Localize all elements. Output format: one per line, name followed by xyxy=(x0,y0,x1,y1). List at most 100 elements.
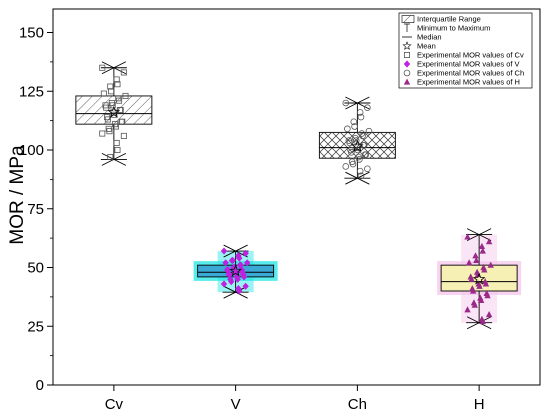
data-point xyxy=(228,278,235,286)
data-point xyxy=(237,261,245,269)
points-v xyxy=(220,247,251,295)
legend-symbol xyxy=(403,52,410,59)
y-tick-label: 50 xyxy=(27,260,44,277)
data-point xyxy=(100,90,107,97)
data-point xyxy=(108,88,115,95)
legend-entry: Mean xyxy=(402,41,436,51)
data-point xyxy=(364,165,371,173)
box-group-v xyxy=(193,244,278,299)
data-point xyxy=(234,275,241,283)
min-marker xyxy=(223,285,248,299)
data-point xyxy=(484,292,491,299)
box-group-cv xyxy=(75,61,153,166)
data-point xyxy=(114,81,121,88)
legend-symbol xyxy=(403,60,411,68)
legend-entry: Median xyxy=(402,33,442,42)
data-point xyxy=(485,311,493,318)
data-point xyxy=(116,97,123,104)
x-tick-label: H xyxy=(474,396,485,413)
y-tick-label: 100 xyxy=(19,142,44,159)
data-point xyxy=(104,116,111,123)
data-point xyxy=(469,287,477,294)
x-tick-label: Ch xyxy=(348,396,367,413)
data-point xyxy=(99,64,106,71)
legend-entry: Experimental MOR values of V xyxy=(403,60,520,69)
legend-entry: Experimental MOR values of H xyxy=(403,78,520,87)
data-point xyxy=(357,113,365,121)
legend-symbol xyxy=(403,78,411,85)
x-tick-label: Cv xyxy=(105,396,124,413)
data-point xyxy=(356,109,364,116)
axes: 0 25 50 75 100 125 150 Cv V Ch H xyxy=(19,8,541,413)
max-marker xyxy=(345,96,370,110)
data-point xyxy=(242,249,249,257)
data-point xyxy=(476,282,483,289)
legend-label: Experimental MOR values of V xyxy=(417,60,520,69)
min-marker xyxy=(466,316,492,330)
data-point xyxy=(107,154,114,161)
data-point xyxy=(357,172,365,180)
legend-entry: Experimental MOR values of Cv xyxy=(403,51,524,60)
legend-entry: Experimental MOR values of Ch xyxy=(403,69,524,78)
data-point xyxy=(360,142,368,149)
box-group-ch xyxy=(318,96,396,185)
data-point xyxy=(106,128,113,135)
legend-label: Mean xyxy=(417,42,436,51)
y-tick-label: 0 xyxy=(36,377,44,394)
legend-symbol xyxy=(403,69,411,77)
data-point xyxy=(120,69,127,76)
data-point xyxy=(472,252,479,259)
data-point xyxy=(356,156,363,163)
data-point xyxy=(356,167,364,175)
data-point xyxy=(479,318,486,325)
data-point xyxy=(114,146,121,153)
data-point xyxy=(222,259,229,267)
max-marker xyxy=(223,244,248,258)
data-point xyxy=(107,83,114,90)
data-point xyxy=(364,104,371,111)
data-point xyxy=(119,118,126,125)
data-point xyxy=(473,256,480,264)
max-marker xyxy=(466,228,492,242)
points-h xyxy=(464,233,494,325)
plot-area xyxy=(75,61,522,330)
data-point xyxy=(224,266,232,274)
data-point xyxy=(482,280,490,287)
y-tick-label: 150 xyxy=(19,25,44,42)
data-point xyxy=(99,130,106,137)
mean-star xyxy=(472,272,486,285)
legend-label: Minimum to Maximum xyxy=(417,24,490,33)
plot-frame xyxy=(52,8,541,386)
legend-label: Experimental MOR values of Cv xyxy=(417,51,524,60)
legend-box xyxy=(398,12,533,89)
data-point xyxy=(471,301,478,308)
x-tick-label: V xyxy=(231,396,241,413)
data-point xyxy=(348,149,355,156)
data-point xyxy=(344,125,351,133)
data-point xyxy=(487,261,494,268)
data-point xyxy=(220,280,228,288)
data-point xyxy=(109,102,116,109)
legend-symbol xyxy=(402,41,412,50)
data-point xyxy=(103,104,110,111)
data-point xyxy=(479,247,486,254)
data-point xyxy=(481,266,488,273)
legend-label: Experimental MOR values of H xyxy=(417,78,520,87)
mean-star xyxy=(229,264,242,277)
data-point xyxy=(112,123,119,130)
legend-label: Median xyxy=(417,33,442,42)
data-point xyxy=(236,254,243,262)
data-point xyxy=(468,275,475,282)
data-point xyxy=(244,259,251,267)
min-marker xyxy=(345,171,370,185)
y-tick-label: 75 xyxy=(27,201,44,218)
data-point xyxy=(365,127,373,135)
data-point xyxy=(113,76,120,83)
data-point xyxy=(236,287,243,295)
data-point xyxy=(113,139,120,146)
data-point xyxy=(229,256,237,265)
y-tick-label: 125 xyxy=(19,83,44,100)
data-point xyxy=(478,242,486,249)
data-point xyxy=(477,296,485,303)
